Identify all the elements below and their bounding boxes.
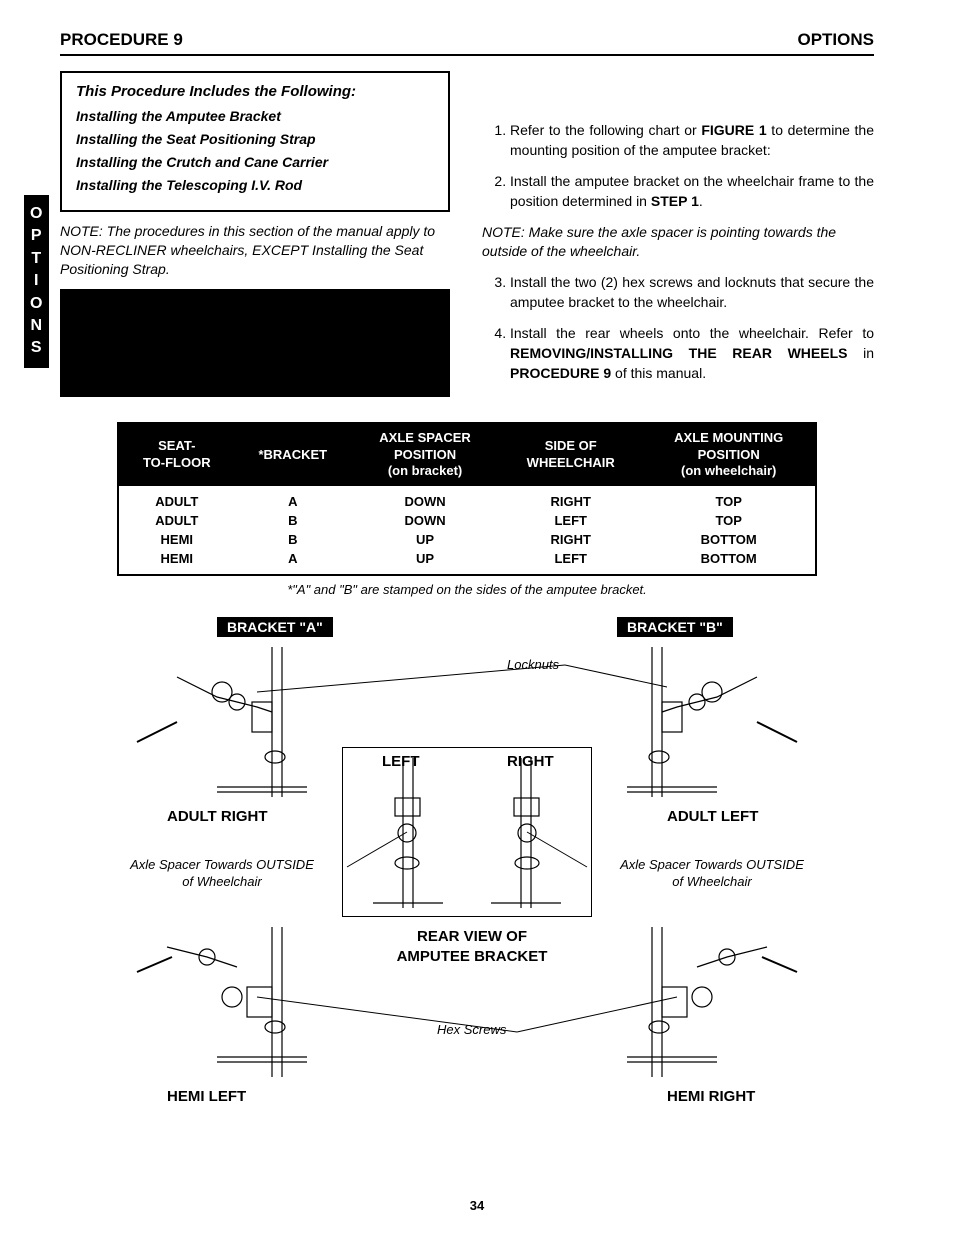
step-3: Install the two (2) hex screws and lockn… [510, 273, 874, 312]
bracket-b-hemi-right-sketch [617, 927, 817, 1077]
mounting-chart: SEAT-TO-FLOOR *BRACKET AXLE SPACERPOSITI… [117, 422, 817, 577]
locknuts-label: Locknuts [507, 657, 559, 674]
step-note: NOTE: Make sure the axle spacer is point… [482, 223, 874, 261]
chart-footnote: *"A" and "B" are stamped on the sides of… [117, 582, 817, 597]
chart-header: SIDE OFWHEELCHAIR [499, 423, 642, 487]
proc-item: Installing the Seat Positioning Strap [76, 131, 434, 147]
proc-item: Installing the Telescoping I.V. Rod [76, 177, 434, 193]
rear-view-label: REAR VIEW OF AMPUTEE BRACKET [387, 927, 557, 966]
hex-screws-label: Hex Screws [437, 1022, 506, 1039]
right-label: RIGHT [507, 752, 554, 772]
step-1: Refer to the following chart or FIGURE 1… [510, 121, 874, 160]
side-tab: OPTIONS [24, 195, 49, 368]
left-note: NOTE: The procedures in this section of … [60, 222, 450, 279]
rear-view-sketch [343, 748, 591, 916]
step-4: Install the rear wheels onto the wheelch… [510, 324, 874, 383]
table-row: HEMI B UP RIGHT BOTTOM [118, 530, 816, 549]
left-label: LEFT [382, 752, 420, 772]
chart-header: *BRACKET [235, 423, 352, 487]
page-number: 34 [0, 1198, 954, 1213]
chart-header: SEAT-TO-FLOOR [118, 423, 235, 487]
hemi-left-label: HEMI LEFT [167, 1087, 246, 1107]
spacer-note-right: Axle Spacer Towards OUTSIDE of Wheelchai… [597, 857, 827, 891]
chart-wrapper: SEAT-TO-FLOOR *BRACKET AXLE SPACERPOSITI… [117, 422, 817, 598]
header-right: OPTIONS [797, 30, 874, 50]
bracket-a-badge: BRACKET "A" [217, 617, 333, 637]
adult-left-label: ADULT LEFT [667, 807, 758, 827]
rear-view-box [342, 747, 592, 917]
table-row: ADULT B DOWN LEFT TOP [118, 511, 816, 530]
adult-right-label: ADULT RIGHT [167, 807, 268, 827]
bracket-b-badge: BRACKET "B" [617, 617, 733, 637]
steps-list-2: Install the two (2) hex screws and lockn… [482, 273, 874, 383]
proc-box-title: This Procedure Includes the Following: [76, 83, 434, 100]
warning-box [60, 289, 450, 397]
chart-header: AXLE MOUNTINGPOSITION(on wheelchair) [642, 423, 816, 487]
hemi-right-label: HEMI RIGHT [667, 1087, 755, 1107]
proc-item: Installing the Crutch and Cane Carrier [76, 154, 434, 170]
header-left: PROCEDURE 9 [60, 30, 183, 50]
spacer-note-left: Axle Spacer Towards OUTSIDE of Wheelchai… [107, 857, 337, 891]
step-2: Install the amputee bracket on the wheel… [510, 172, 874, 211]
bracket-a-adult-right-sketch [117, 647, 317, 797]
page-header: PROCEDURE 9 OPTIONS [60, 30, 874, 56]
table-row: HEMI A UP LEFT BOTTOM [118, 549, 816, 575]
procedure-includes-box: This Procedure Includes the Following: I… [60, 71, 450, 212]
steps-list: Refer to the following chart or FIGURE 1… [482, 121, 874, 211]
left-column: This Procedure Includes the Following: I… [60, 71, 452, 397]
proc-item: Installing the Amputee Bracket [76, 108, 434, 124]
two-column-layout: This Procedure Includes the Following: I… [60, 71, 874, 397]
right-column: Refer to the following chart or FIGURE 1… [482, 71, 874, 397]
figure-1: BRACKET "A" BRACKET "B" [87, 617, 847, 1117]
bracket-a-hemi-left-sketch [117, 927, 317, 1077]
bracket-b-adult-left-sketch [617, 647, 817, 797]
table-row: ADULT A DOWN RIGHT TOP [118, 486, 816, 511]
chart-header: AXLE SPACERPOSITION(on bracket) [351, 423, 499, 487]
